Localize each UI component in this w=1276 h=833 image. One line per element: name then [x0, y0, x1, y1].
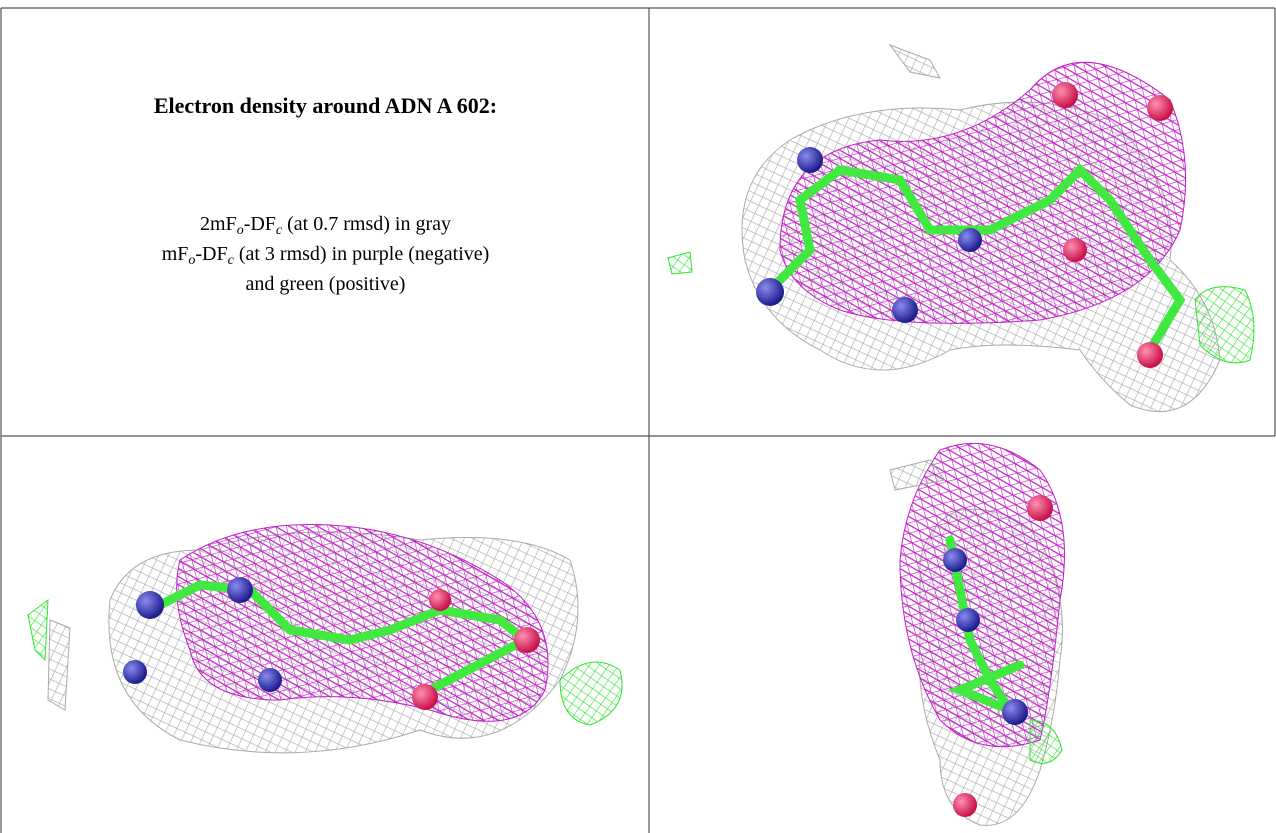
- atom-n: [892, 297, 918, 323]
- stick-model: [145, 580, 534, 695]
- subscript: c: [227, 253, 234, 268]
- atom-n: [958, 228, 982, 252]
- caption-text: mF: [161, 243, 189, 265]
- density-view-3: [889, 442, 1065, 826]
- table-borders: [0, 7, 1276, 833]
- subscript: o: [236, 223, 244, 238]
- atom-n: [258, 668, 282, 692]
- caption-text: (at 3 rmsd) in purple (negative): [233, 243, 490, 265]
- atom-o: [1137, 342, 1163, 368]
- gray-mesh: [888, 43, 941, 79]
- caption-text: (at 0.7 rmsd) in gray: [282, 213, 451, 235]
- atom-n: [756, 278, 784, 306]
- subscript: c: [275, 223, 283, 238]
- atom-o: [1052, 82, 1078, 108]
- bond: [765, 163, 1186, 355]
- atom-n: [1002, 699, 1028, 725]
- green-mesh: [667, 251, 693, 275]
- green-mesh: [559, 661, 623, 726]
- atom-o: [953, 793, 977, 817]
- caption-text: -DF: [243, 213, 276, 235]
- purple-mesh: [779, 61, 1187, 324]
- caption-text: 2mF: [200, 213, 237, 235]
- caption-line: and green (positive): [2, 269, 649, 299]
- green-mesh: [1029, 719, 1063, 764]
- stick-model: [765, 163, 1186, 355]
- caption-line: 2mFo-DFc (at 0.7 rmsd) in gray: [2, 209, 649, 239]
- green-mesh: [27, 598, 49, 662]
- atom-o: [514, 627, 540, 653]
- atom-o: [412, 684, 438, 710]
- atom-n: [797, 147, 823, 173]
- atom-n: [943, 548, 967, 572]
- stick-model: [945, 535, 1025, 720]
- caption-text: -DF: [195, 243, 228, 265]
- caption-text: and green (positive): [245, 273, 406, 295]
- subscript: o: [188, 253, 196, 268]
- atom-n: [136, 591, 164, 619]
- green-mesh: [1194, 286, 1255, 364]
- atom-n: [227, 577, 253, 603]
- density-view-2: [27, 523, 623, 754]
- atom-o: [1027, 495, 1053, 521]
- caption: 2mFo-DFc (at 0.7 rmsd) in gray mFo-DFc (a…: [2, 209, 649, 299]
- caption-line: mFo-DFc (at 3 rmsd) in purple (negative): [2, 239, 649, 269]
- atom-o: [1147, 95, 1173, 121]
- bond: [945, 535, 1025, 720]
- gray-mesh: [889, 459, 946, 491]
- atom-o: [429, 589, 451, 611]
- density-view-1: [667, 43, 1255, 413]
- gray-mesh: [47, 619, 71, 711]
- text-cell: Electron density around ADN A 602: 2mFo-…: [2, 9, 649, 436]
- figure-title: Electron density around ADN A 602:: [153, 93, 498, 118]
- atom-n: [123, 660, 147, 684]
- atom-o: [1063, 238, 1087, 262]
- bond: [145, 580, 534, 695]
- atom-n: [956, 608, 980, 632]
